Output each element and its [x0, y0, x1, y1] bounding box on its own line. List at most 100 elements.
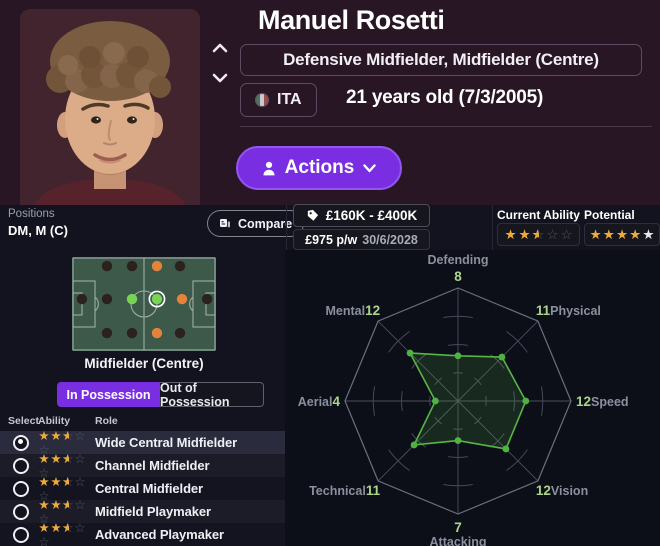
position-dot-orange — [151, 260, 163, 272]
star-icon: ☆ ★ — [62, 474, 74, 489]
position-dot-orange — [151, 327, 163, 339]
actions-button[interactable]: Actions — [236, 146, 402, 190]
star-icon: ★ — [38, 474, 50, 489]
column-header-role: Role — [95, 415, 118, 427]
star-icon: ★ — [589, 226, 602, 242]
italy-flag-icon — [255, 93, 269, 107]
contract-expiry: 30/6/2028 — [362, 232, 418, 247]
role-ability-stars: ★★☆ ★ ☆☆ — [38, 452, 95, 480]
pitch-markings — [72, 257, 216, 351]
wage: £975 p/w — [305, 232, 358, 247]
position-pitch-map — [72, 257, 216, 351]
selected-position-label: Midfielder (Centre) — [84, 356, 204, 371]
age-and-birthdate: 21 years old (7/3/2005) — [346, 87, 544, 108]
positions-value: DM, M (C) — [8, 223, 68, 238]
role-name: Advanced Playmaker — [95, 527, 224, 542]
position-dot-dark — [101, 260, 113, 272]
role-select-cell — [8, 457, 38, 474]
compare-label: Compare — [238, 216, 293, 231]
nationality-code: ITA — [277, 91, 302, 108]
role-row[interactable]: ★★☆ ★ ☆☆ Channel Midfielder — [0, 452, 285, 480]
star-icon: ★ — [38, 451, 50, 466]
star-icon: ☆ — [74, 428, 86, 443]
position-dot-dark — [76, 293, 88, 305]
radar-axis-label: 11Physical — [536, 303, 601, 318]
wage-contract-pill: £975 p/w 30/6/2028 — [293, 229, 430, 250]
radar-axis-label: 12Speed — [576, 394, 629, 409]
radar-axis-label: Defending — [427, 253, 488, 267]
chevron-up-icon[interactable] — [209, 40, 231, 56]
possession-tabs: In Possession Out of Possession — [57, 381, 264, 409]
column-header-ability: Ability — [38, 415, 71, 427]
role-select-cell — [8, 480, 38, 497]
role-row[interactable]: ★★☆ ★ ☆☆ Wide Central Midfielder — [0, 429, 285, 457]
star-icon: ★ — [50, 451, 62, 466]
star-icon: ☆ — [38, 442, 50, 457]
star-icon: ★ — [50, 474, 62, 489]
role-radio[interactable] — [13, 434, 29, 451]
role-ability-stars: ★★☆ ★ ☆☆ — [38, 521, 95, 546]
radar-axis-label: 12Vision — [536, 483, 588, 498]
position-dot-dark — [126, 327, 138, 339]
star-icon: ☆ — [546, 226, 559, 242]
position-dot-dark — [201, 293, 213, 305]
role-row[interactable]: ★★☆ ★ ☆☆ Midfield Playmaker — [0, 497, 285, 526]
current-ability-label: Current Ability — [497, 208, 580, 222]
star-icon: ☆ — [38, 465, 50, 480]
role-ability-stars: ★★☆ ★ ☆☆ — [38, 429, 95, 457]
positions-label: Positions — [8, 208, 55, 220]
role-select-cell — [8, 526, 38, 543]
role-radio[interactable] — [13, 526, 29, 543]
selected-position-ring — [148, 290, 166, 308]
player-cycle-controls — [206, 40, 234, 86]
tab-in-possession[interactable]: In Possession — [57, 382, 160, 407]
nationality-pill: ITA — [240, 83, 317, 117]
tab-out-of-possession[interactable]: Out of Possession — [160, 381, 264, 409]
role-table: ★★☆ ★ ☆☆ Wide Central Midfielder ★★☆ ★ ☆☆ Chann… — [0, 429, 285, 546]
role-select-cell — [8, 503, 38, 520]
position-dots — [76, 260, 213, 339]
role-radio[interactable] — [13, 503, 29, 520]
radar-axis-label: Technical11 — [309, 483, 380, 498]
radar-axis-label: 7 — [454, 520, 462, 535]
role-row[interactable]: ★★☆ ★ ☆☆ Central Midfielder — [0, 475, 285, 503]
star-icon: ★ — [38, 497, 50, 512]
chevron-down-icon[interactable] — [209, 70, 231, 86]
star-icon: ★ — [38, 428, 50, 443]
role-radio[interactable] — [13, 480, 29, 497]
position-dot-dark — [101, 293, 113, 305]
star-icon: ☆ ★ — [62, 497, 74, 512]
position-dot-orange — [176, 293, 188, 305]
role-table-header: Select Ability Role — [0, 413, 285, 429]
divider — [286, 205, 287, 250]
star-icon: ☆ — [74, 520, 86, 535]
star-icon: ☆ — [74, 474, 86, 489]
role-name: Channel Midfielder — [95, 458, 210, 473]
star-icon: ★ — [642, 226, 655, 242]
compare-cards-icon — [220, 218, 230, 227]
compare-button[interactable]: Compare — [207, 210, 305, 237]
player-header: Manuel Rosetti Defensive Midfielder, Mid… — [0, 0, 660, 205]
star-icon: ★ — [50, 497, 62, 512]
column-header-select: Select — [8, 415, 39, 427]
star-icon: ☆ ★ — [531, 226, 545, 242]
role-ability-stars: ★★☆ ★ ☆☆ — [38, 475, 95, 503]
player-photo — [20, 9, 200, 205]
role-radio[interactable] — [13, 457, 29, 474]
star-icon: ★ — [50, 428, 62, 443]
player-portrait-illustration — [20, 9, 200, 205]
star-icon: ★ — [602, 226, 615, 242]
role-name: Central Midfielder — [95, 481, 203, 496]
current-ability-stars: ★ ★ ☆ ★ ☆ ☆ — [497, 223, 580, 246]
role-name: Wide Central Midfielder — [95, 435, 238, 450]
star-icon: ☆ — [38, 511, 50, 526]
transfer-value-pill: £160K - £400K — [293, 204, 430, 227]
position-dot-green — [126, 293, 138, 305]
role-row[interactable]: ★★☆ ★ ☆☆ Advanced Playmaker — [0, 521, 285, 546]
attribute-radar-chart: Defending 8 11Physical 12Speed 12Vision 7Atta… — [298, 253, 629, 546]
radar-axis-label: Aerial4 — [298, 394, 341, 409]
position-dot-dark — [174, 260, 186, 272]
star-icon: ☆ — [38, 488, 50, 503]
position-dot-green — [151, 293, 163, 305]
star-icon: ★ — [629, 226, 642, 242]
